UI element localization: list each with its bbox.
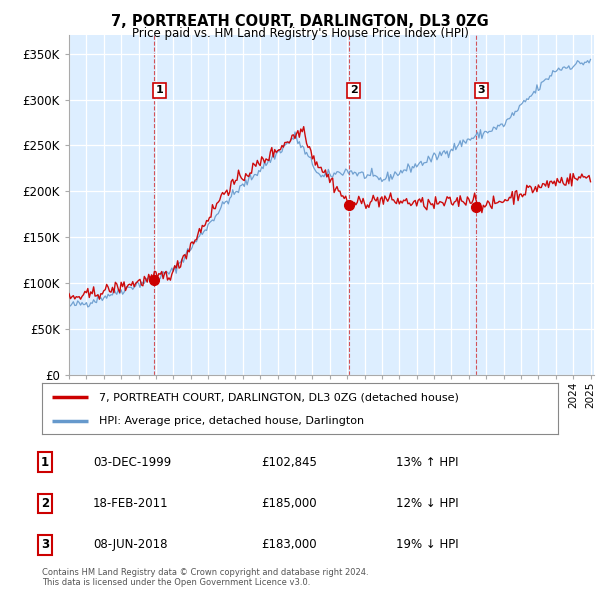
Text: 13% ↑ HPI: 13% ↑ HPI [396,455,458,469]
Text: HPI: Average price, detached house, Darlington: HPI: Average price, detached house, Darl… [99,416,364,426]
Text: 12% ↓ HPI: 12% ↓ HPI [396,497,458,510]
Text: 7, PORTREATH COURT, DARLINGTON, DL3 0ZG: 7, PORTREATH COURT, DARLINGTON, DL3 0ZG [111,14,489,28]
Text: 2: 2 [41,497,49,510]
Text: Price paid vs. HM Land Registry's House Price Index (HPI): Price paid vs. HM Land Registry's House … [131,27,469,40]
Text: 3: 3 [478,86,485,96]
Text: 3: 3 [41,538,49,552]
Text: 1: 1 [156,86,164,96]
Text: 08-JUN-2018: 08-JUN-2018 [93,538,167,552]
Text: Contains HM Land Registry data © Crown copyright and database right 2024.
This d: Contains HM Land Registry data © Crown c… [42,568,368,587]
Text: 2: 2 [350,86,358,96]
Text: 19% ↓ HPI: 19% ↓ HPI [396,538,458,552]
Text: £102,845: £102,845 [261,455,317,469]
Text: 1: 1 [41,455,49,469]
Text: 7, PORTREATH COURT, DARLINGTON, DL3 0ZG (detached house): 7, PORTREATH COURT, DARLINGTON, DL3 0ZG … [99,392,458,402]
Text: £183,000: £183,000 [261,538,317,552]
Text: 03-DEC-1999: 03-DEC-1999 [93,455,171,469]
Text: £185,000: £185,000 [261,497,317,510]
Text: 18-FEB-2011: 18-FEB-2011 [93,497,169,510]
